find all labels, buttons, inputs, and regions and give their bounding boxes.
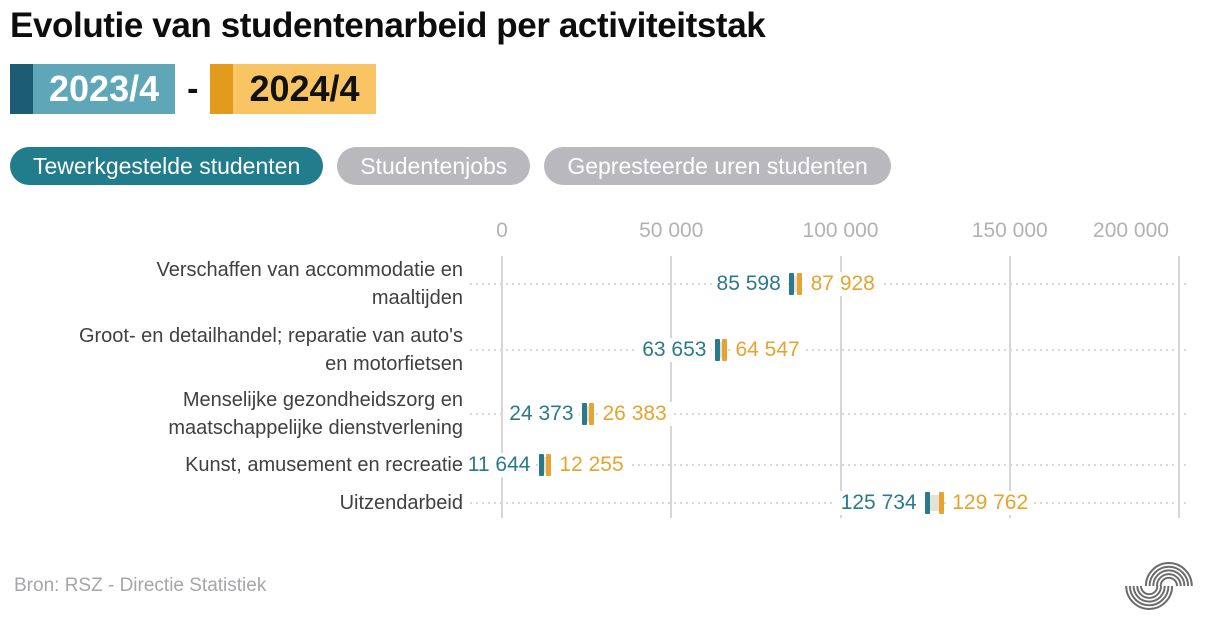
leader-dotted-line	[470, 464, 1188, 466]
marker-2024	[797, 273, 803, 295]
tab-gepresteerde-uren-studenten[interactable]: Gepresteerde uren studenten	[544, 147, 891, 185]
marker-2023	[582, 403, 587, 425]
value-label-2024: 87 928	[805, 272, 880, 296]
period-badge-2023-accent	[10, 64, 33, 114]
value-label-2023: 24 373	[504, 402, 579, 426]
marker-2024	[938, 492, 944, 514]
marker-2023	[925, 492, 931, 514]
range-connector	[717, 342, 725, 358]
value-label-2024: 129 762	[947, 491, 1034, 515]
value-label-2024: 64 547	[730, 338, 805, 362]
period-badges: 2023/4 - 2024/4	[10, 64, 376, 114]
leader-dotted-line	[470, 502, 1188, 504]
metric-tabs: Tewerkgestelde studenten Studentenjobs G…	[10, 147, 891, 185]
value-label-2023: 11 644	[462, 453, 536, 477]
range-connector	[791, 276, 800, 292]
value-label-2023: 63 653	[637, 338, 712, 362]
value-label-2024: 12 255	[554, 453, 629, 477]
tab-studentenjobs[interactable]: Studentenjobs	[337, 147, 531, 185]
page-title: Evolutie van studentenarbeid per activit…	[10, 6, 766, 45]
category-label: Uitzendarbeid	[339, 492, 463, 514]
category-label: Verschaffen van accommodatie en maaltijd…	[156, 259, 463, 309]
marker-2024	[589, 403, 594, 425]
period-badge-2023-label: 2023/4	[33, 64, 176, 114]
range-connector	[927, 495, 942, 511]
x-axis-tick-label: 50 000	[639, 219, 704, 242]
range-connector	[584, 406, 592, 422]
x-gridline	[1178, 256, 1180, 518]
period-badge-2024-accent	[210, 64, 234, 114]
value-label-2023: 125 734	[835, 491, 922, 515]
range-connector	[541, 457, 549, 473]
x-gridline	[501, 256, 503, 518]
marker-2023	[538, 454, 544, 476]
x-axis-tick-label: 150 000	[971, 219, 1048, 242]
marker-2023	[714, 339, 720, 361]
tab-tewerkgestelde-studenten[interactable]: Tewerkgestelde studenten	[10, 147, 324, 185]
marker-2024	[545, 454, 551, 476]
period-separator: -	[187, 69, 199, 108]
x-gridline	[670, 256, 673, 518]
period-badge-2024: 2024/4	[210, 64, 376, 114]
category-label: Menselijke gezondheidszorg en maatschapp…	[168, 389, 463, 439]
x-axis-tick-label: 100 000	[802, 219, 879, 242]
statbel-logo-icon	[1125, 562, 1193, 610]
x-gridline	[1008, 256, 1011, 518]
marker-2023	[789, 273, 795, 295]
leader-dotted-line	[470, 413, 1188, 415]
x-axis-tick-label: 200 000	[1093, 219, 1169, 242]
leader-dotted-line	[470, 349, 1188, 351]
value-label-2023: 85 598	[711, 272, 786, 296]
category-label: Kunst, amusement en recreatie	[185, 454, 463, 476]
source-text: Bron: RSZ - Directie Statistiek	[14, 575, 267, 596]
period-badge-2024-label: 2024/4	[233, 64, 376, 114]
x-axis-tick-label: 0	[496, 219, 508, 242]
marker-2024	[721, 339, 727, 361]
x-gridline	[839, 256, 842, 518]
value-label-2024: 26 383	[597, 402, 672, 426]
period-badge-2023: 2023/4	[10, 64, 176, 114]
category-label: Groot- en detailhandel; reparatie van au…	[78, 325, 463, 375]
